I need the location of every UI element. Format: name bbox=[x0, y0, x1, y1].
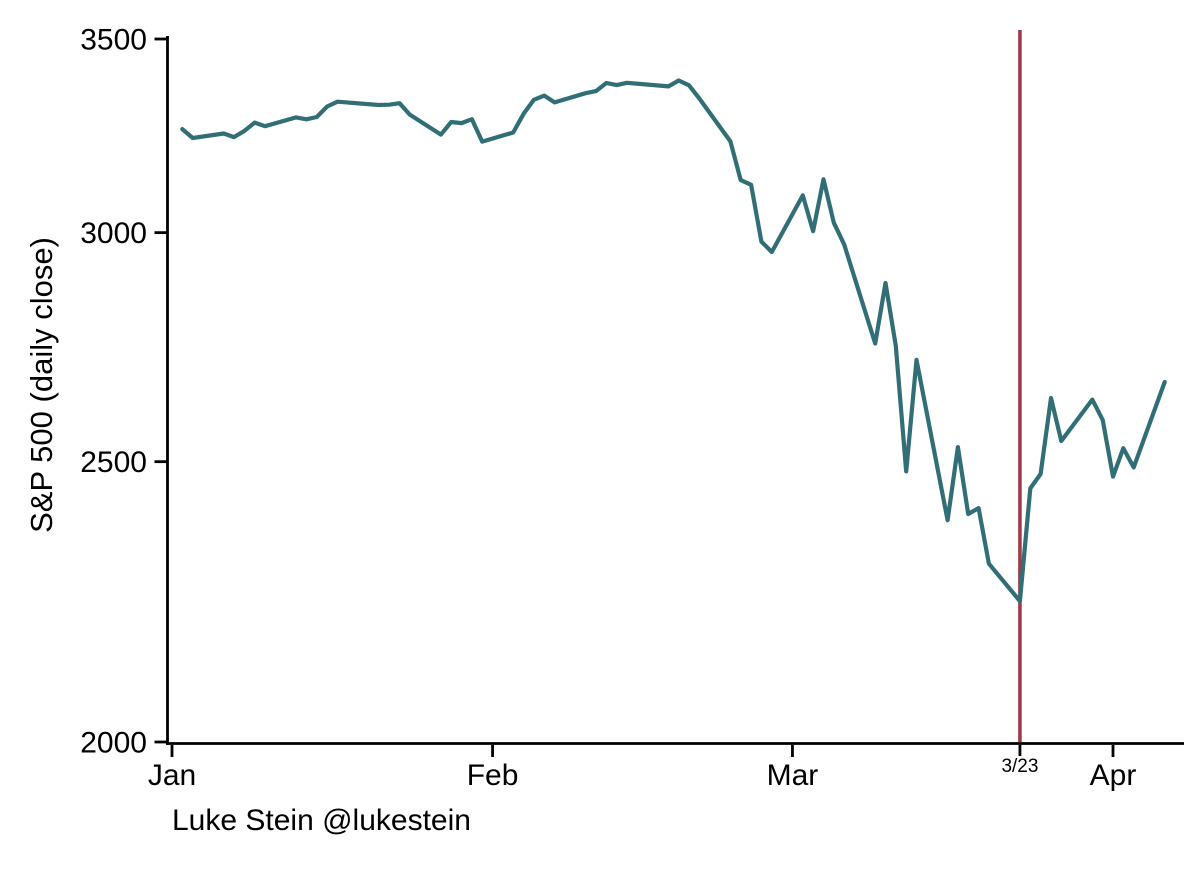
x-tick-label: Mar bbox=[767, 759, 819, 792]
y-tick-label: 3000 bbox=[80, 217, 147, 250]
price-line bbox=[180, 78, 1167, 604]
y-axis-ticks: 3500 3000 2500 2000 bbox=[80, 24, 167, 760]
x-axis-ticks: Jan Feb Mar Apr bbox=[148, 744, 1137, 792]
y-tick-label: 2500 bbox=[80, 446, 147, 479]
y-tick-label: 2000 bbox=[80, 727, 147, 760]
y-axis-title: S&P 500 (daily close) bbox=[24, 237, 59, 533]
event-line-group: 3/23 bbox=[1001, 30, 1038, 777]
x-tick-label: Jan bbox=[148, 759, 196, 792]
x-tick-label: Feb bbox=[467, 759, 519, 792]
event-line-label: 3/23 bbox=[1001, 756, 1038, 777]
attribution-text: Luke Stein @lukestein bbox=[172, 804, 471, 837]
y-tick-label: 3500 bbox=[80, 24, 147, 57]
x-tick-label: Apr bbox=[1090, 759, 1137, 792]
